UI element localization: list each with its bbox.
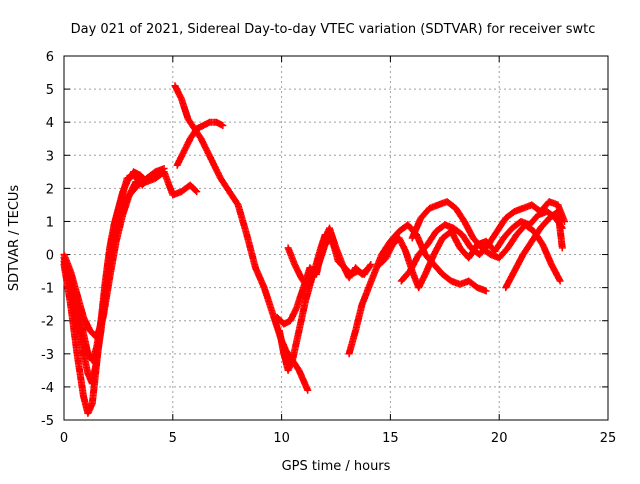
series-arc-6 bbox=[173, 118, 227, 169]
data-marks bbox=[60, 82, 568, 417]
y-tick-label-0: -5 bbox=[41, 414, 54, 429]
grid bbox=[64, 56, 608, 420]
y-tick-label-3: -2 bbox=[41, 315, 54, 330]
data-point-arc-12-153 bbox=[556, 277, 564, 285]
data-point-arc-1-308 bbox=[193, 188, 201, 196]
x-tick-label-1: 5 bbox=[169, 431, 177, 446]
data-point-arc-3-203 bbox=[146, 172, 154, 180]
data-point-arc-14-82 bbox=[558, 244, 566, 252]
x-tick-label-2: 10 bbox=[273, 431, 290, 446]
y-tick-label-11: 6 bbox=[46, 50, 54, 65]
data-point-arc-9-62 bbox=[321, 231, 329, 239]
y-tick-label-2: -3 bbox=[41, 348, 54, 363]
y-tick-label-4: -1 bbox=[41, 282, 54, 297]
series-arc-9 bbox=[284, 231, 329, 292]
x-tick-label-4: 20 bbox=[491, 431, 508, 446]
y-tick-label-9: 4 bbox=[46, 116, 54, 131]
data-point-arc-8-133 bbox=[364, 265, 372, 273]
axis-ticks: 0 5 10 15 20 25 -5 -4 -3 -2 -1 0 1 2 3 4 5 6 bbox=[41, 50, 616, 446]
y-axis-label: SDTVAR / TECUs bbox=[7, 185, 22, 292]
y-tick-label-1: -4 bbox=[41, 381, 54, 396]
y-tick-label-7: 2 bbox=[46, 182, 54, 197]
data-point-arc-10-160 bbox=[482, 287, 490, 295]
x-axis-label: GPS time / hours bbox=[282, 459, 391, 474]
series-arc-4 bbox=[60, 178, 140, 341]
x-tick-label-3: 15 bbox=[382, 431, 399, 446]
series-arc-5 bbox=[171, 82, 312, 394]
data-point-arc-3-204 bbox=[147, 171, 155, 179]
data-point-arc-5-208 bbox=[304, 386, 312, 394]
data-point-arc-2-229 bbox=[160, 165, 168, 173]
data-point-arc-4-156 bbox=[132, 178, 140, 186]
plot-frame bbox=[63, 55, 609, 421]
y-tick-label-5: 0 bbox=[46, 249, 54, 264]
x-tick-label-5: 25 bbox=[600, 431, 617, 446]
y-tick-label-6: 1 bbox=[46, 215, 54, 230]
data-point-arc-1-307 bbox=[192, 187, 200, 195]
y-tick-label-10: 5 bbox=[46, 83, 54, 98]
series-arc-10 bbox=[345, 221, 490, 358]
series-arc-1 bbox=[60, 168, 201, 417]
y-tick-label-8: 3 bbox=[46, 149, 54, 164]
data-point-arc-8-134 bbox=[365, 264, 373, 272]
data-point-arc-6-44 bbox=[219, 121, 227, 129]
x-tick-label-0: 0 bbox=[60, 431, 68, 446]
chart-title: Day 021 of 2021, Sidereal Day-to-day VTE… bbox=[71, 22, 596, 37]
series-arc-13 bbox=[397, 198, 568, 285]
series-arc-12 bbox=[408, 198, 564, 285]
series-arc-14 bbox=[502, 208, 566, 292]
